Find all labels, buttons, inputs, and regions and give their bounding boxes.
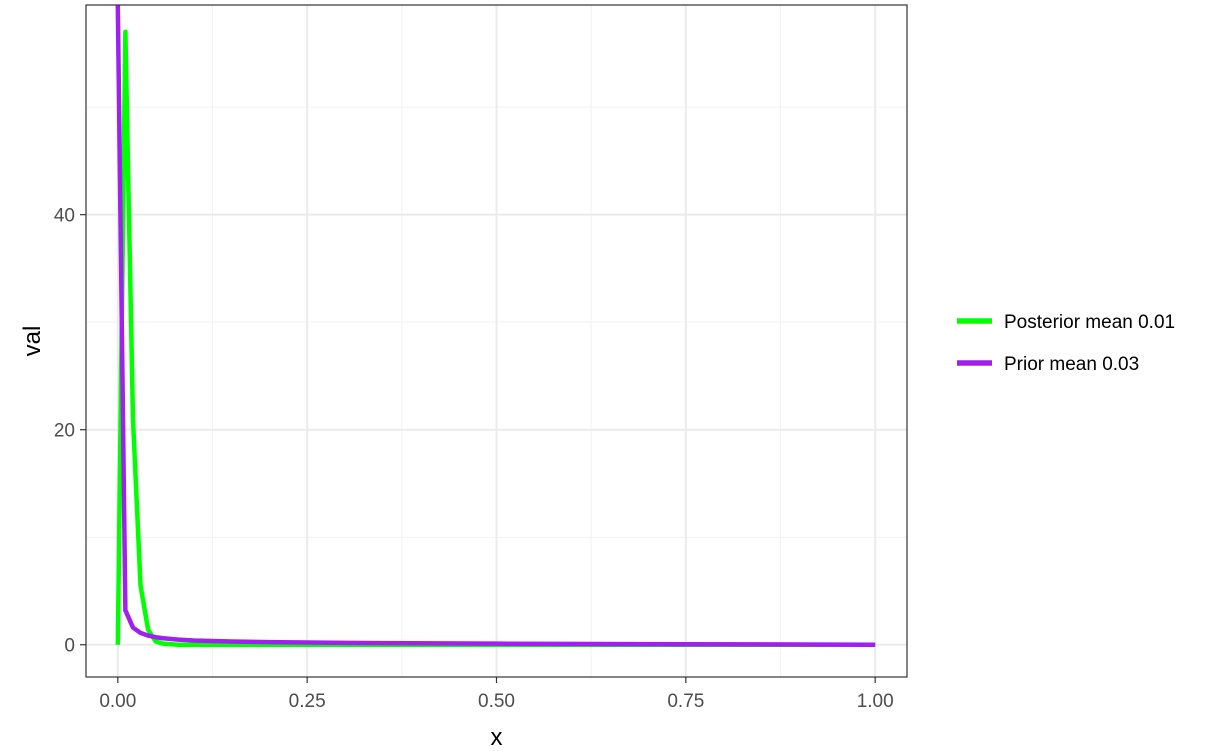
- x-axis-title: x: [491, 724, 503, 751]
- y-tick-label: 0: [64, 636, 75, 657]
- y-axis-title: val: [19, 326, 46, 357]
- axis-ticks: [80, 214, 876, 683]
- series-line-2: [115, 4, 876, 647]
- legend: Posterior mean 0.01 Prior mean 0.03: [957, 312, 1175, 375]
- x-tick-label: 0.00: [99, 691, 136, 712]
- y-tick-label: 20: [54, 421, 75, 442]
- x-tick-label: 0.50: [478, 691, 515, 712]
- x-tick-label: 1.00: [857, 691, 894, 712]
- legend-label-1: Posterior mean 0.01: [1004, 312, 1175, 333]
- series-layer: [115, 4, 876, 647]
- grid-major: [86, 5, 907, 677]
- x-tick-label: 0.75: [667, 691, 704, 712]
- tick-labels: 0.00 0.25 0.50 0.75 1.00 0 20 40: [54, 206, 894, 712]
- legend-label-2: Prior mean 0.03: [1004, 354, 1139, 375]
- y-tick-label: 40: [54, 206, 75, 227]
- x-tick-label: 0.25: [289, 691, 326, 712]
